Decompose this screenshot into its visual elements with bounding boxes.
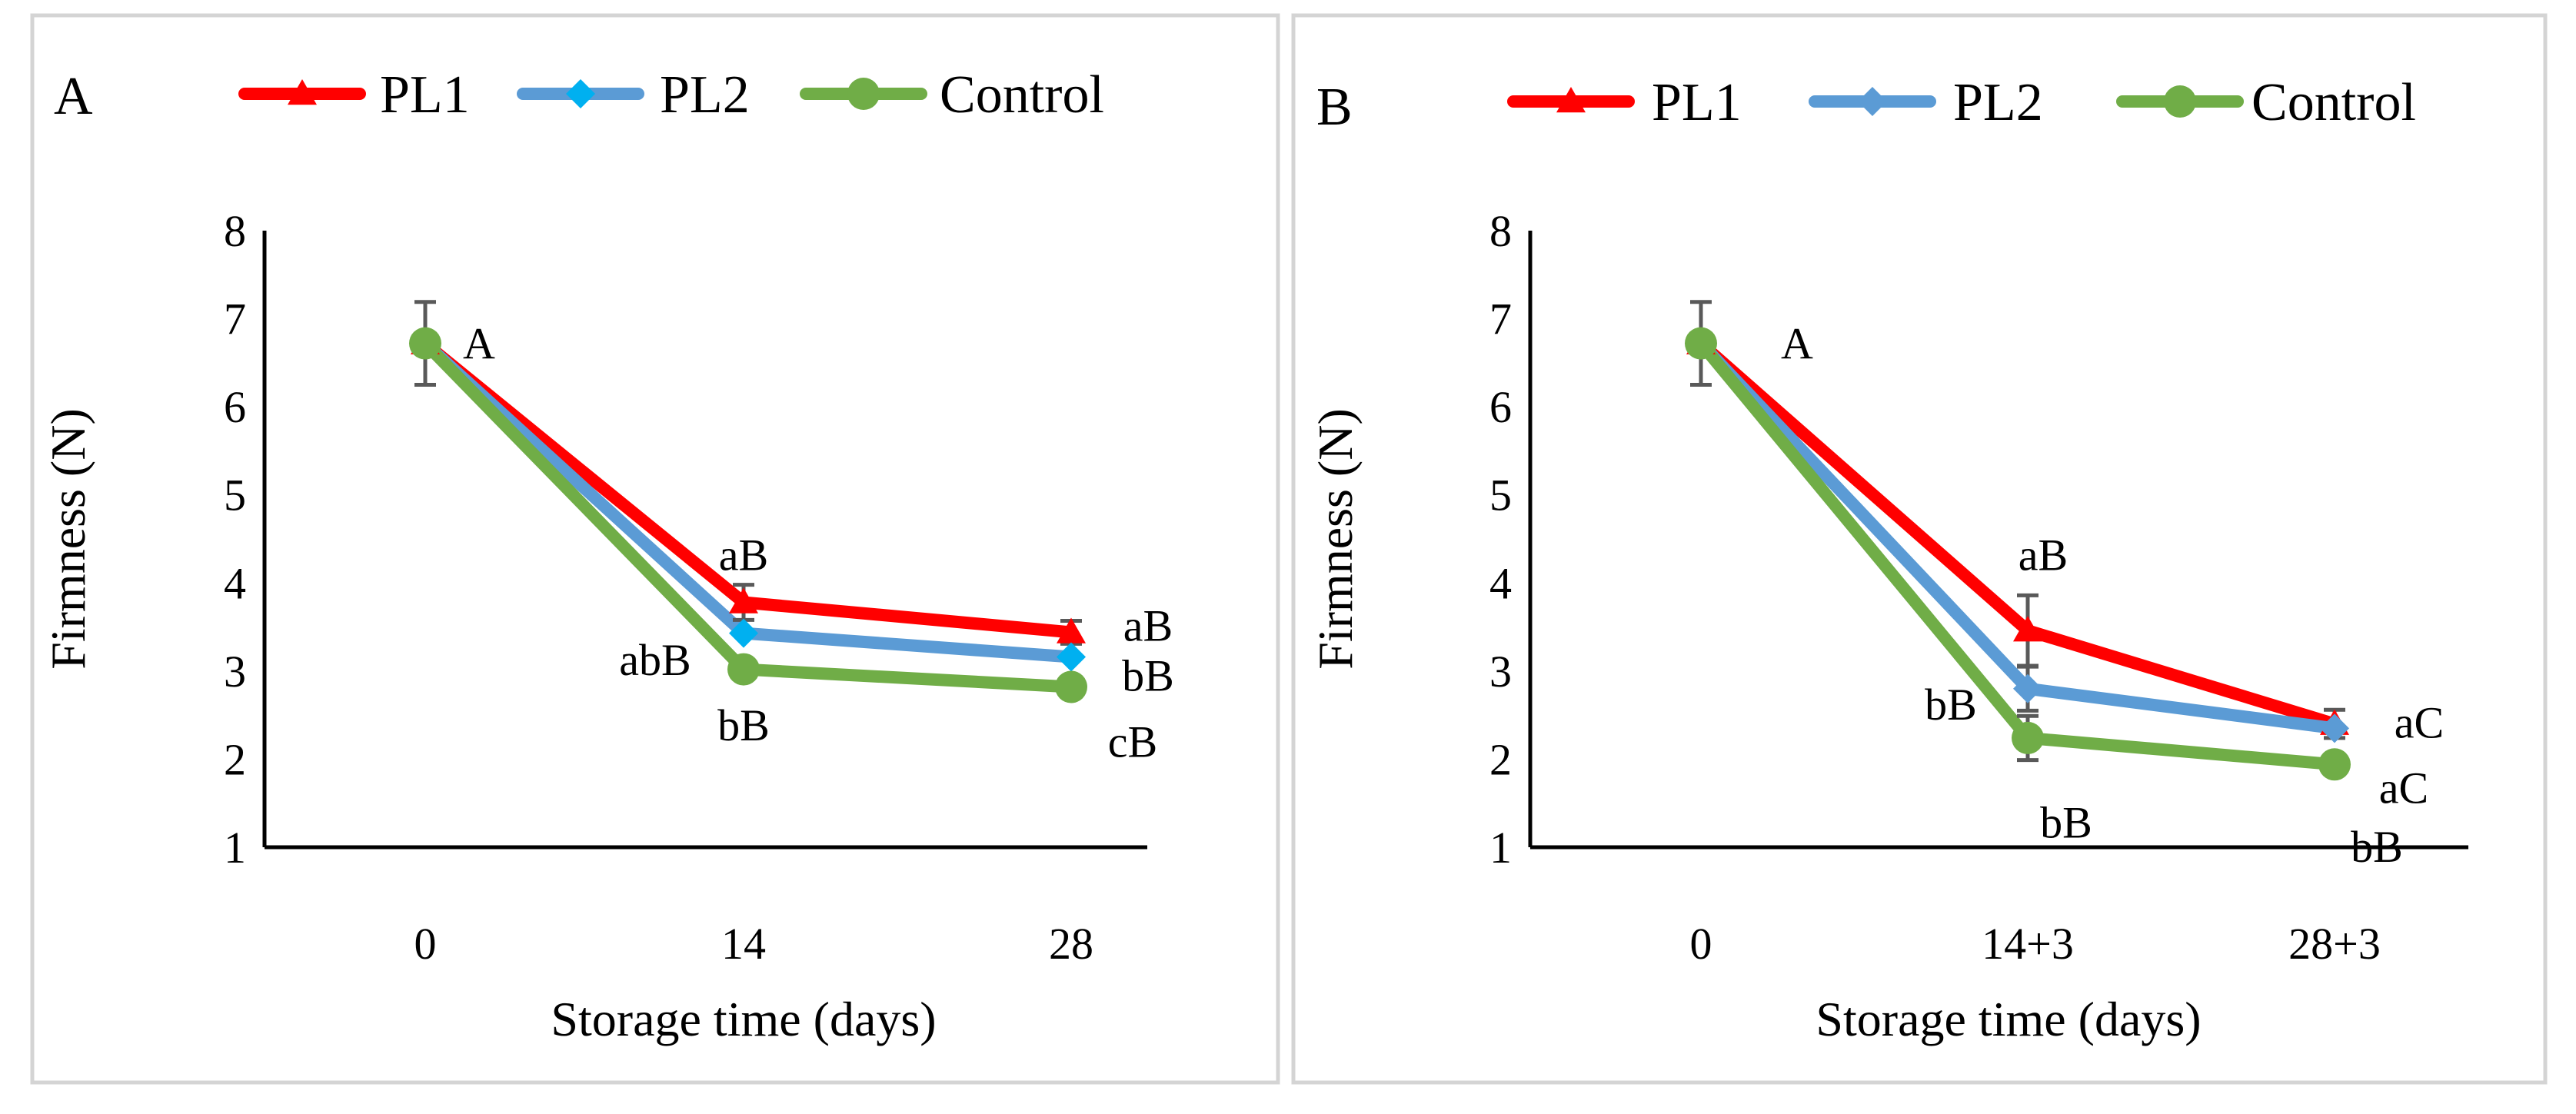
data-point-pl2 bbox=[1057, 642, 1086, 672]
legend: PL1 PL2 Control bbox=[238, 65, 1104, 125]
legend-marker bbox=[847, 78, 880, 110]
data-point-pl2 bbox=[2320, 713, 2349, 743]
y-tick-label: 5 bbox=[1489, 471, 1512, 520]
x-axis-title: Storage time (days) bbox=[551, 992, 936, 1046]
y-tick-label: 2 bbox=[224, 734, 246, 784]
legend-item-control: Control bbox=[2116, 73, 2416, 132]
significance-label: aC bbox=[2395, 697, 2444, 747]
y-tick-label: 7 bbox=[224, 294, 246, 344]
legend-item-pl1: PL1 bbox=[1507, 73, 1742, 132]
significance-label: A bbox=[1781, 319, 1813, 369]
panel-B: B PL1 PL2 Control 1 2 3 4 5 6 7 8 0 14+3 28+3 Storage t… bbox=[1291, 13, 2548, 1085]
legend-marker bbox=[1858, 87, 1887, 116]
data-point-pl2 bbox=[2013, 673, 2042, 703]
data-point-control bbox=[1685, 327, 1717, 360]
x-tick-label: 0 bbox=[414, 919, 437, 969]
legend-label: PL2 bbox=[1953, 73, 2043, 132]
x-tick-label: 28 bbox=[1049, 919, 1093, 969]
legend-marker bbox=[2164, 85, 2196, 118]
y-tick-label: 7 bbox=[1489, 294, 1512, 344]
legend-label: PL1 bbox=[1652, 73, 1742, 132]
y-tick-label: 6 bbox=[224, 382, 246, 432]
data-point-control bbox=[2012, 721, 2044, 754]
y-axis-title: Firmness (N) bbox=[41, 408, 95, 670]
y-tick-label: 2 bbox=[1489, 734, 1512, 784]
y-tick-label: 3 bbox=[224, 647, 246, 697]
significance-label: bB bbox=[2351, 822, 2403, 872]
x-tick-label: 28+3 bbox=[2288, 919, 2381, 969]
significance-label: aB bbox=[719, 530, 768, 580]
y-tick-label: 8 bbox=[224, 206, 246, 256]
legend-marker bbox=[288, 79, 317, 105]
legend-item-pl2: PL2 bbox=[1809, 73, 2043, 132]
legend: PL1 PL2 Control bbox=[1507, 73, 2416, 132]
panel-frame bbox=[1291, 13, 2548, 1085]
data-point-control bbox=[727, 653, 760, 686]
data-point-control bbox=[409, 327, 441, 360]
y-tick-label: 6 bbox=[1489, 382, 1512, 432]
y-tick-label: 3 bbox=[1489, 647, 1512, 697]
significance-label: cB bbox=[1108, 717, 1157, 767]
significance-label: bB bbox=[1122, 651, 1174, 701]
legend-item-pl1: PL1 bbox=[238, 65, 470, 125]
y-axis-title: Firmness (N) bbox=[1308, 408, 1363, 670]
significance-label: aB bbox=[2019, 530, 2068, 580]
legend-item-control: Control bbox=[800, 65, 1104, 125]
x-tick-label: 14 bbox=[721, 919, 766, 969]
panel-label: A bbox=[54, 67, 93, 126]
y-tick-label: 4 bbox=[224, 558, 246, 608]
panel-label: B bbox=[1316, 78, 1353, 137]
legend-label: PL2 bbox=[660, 65, 750, 125]
data-point-control bbox=[1055, 670, 1087, 703]
x-tick-label: 14+3 bbox=[1982, 919, 2074, 969]
x-tick-label: 0 bbox=[1690, 919, 1712, 969]
data-point-pl1 bbox=[1057, 617, 1086, 643]
y-tick-label: 1 bbox=[224, 823, 246, 873]
panel-A: A PL1 PL2 Control 1 2 3 4 5 6 7 8 0 14 28 Storage time … bbox=[30, 13, 1280, 1085]
data-point-pl1 bbox=[2013, 616, 2042, 642]
legend-marker bbox=[1556, 87, 1586, 113]
plot-area: AaB bB bB aC aC bB bbox=[1685, 300, 2444, 872]
significance-label: aB bbox=[1123, 600, 1173, 650]
significance-label: bB bbox=[2040, 798, 2092, 848]
y-tick-label: 4 bbox=[1489, 558, 1512, 608]
data-point-pl2 bbox=[729, 618, 758, 648]
significance-label: A bbox=[463, 319, 495, 369]
legend-marker bbox=[566, 79, 595, 108]
legend-label: Control bbox=[2252, 73, 2416, 132]
y-tick-label: 5 bbox=[224, 471, 246, 520]
legend-label: Control bbox=[940, 65, 1104, 125]
data-point-pl1 bbox=[729, 587, 758, 614]
significance-label: abB bbox=[619, 635, 691, 685]
significance-label: aC bbox=[2379, 763, 2428, 813]
y-tick-label: 8 bbox=[1489, 206, 1512, 256]
data-point-control bbox=[2318, 748, 2351, 781]
y-tick-label: 1 bbox=[1489, 823, 1512, 873]
x-axis-title: Storage time (days) bbox=[1816, 992, 2201, 1046]
legend-label: PL1 bbox=[380, 65, 470, 125]
significance-label: bB bbox=[1925, 680, 1977, 730]
legend-item-pl2: PL2 bbox=[517, 65, 750, 125]
significance-label: bB bbox=[717, 700, 770, 750]
